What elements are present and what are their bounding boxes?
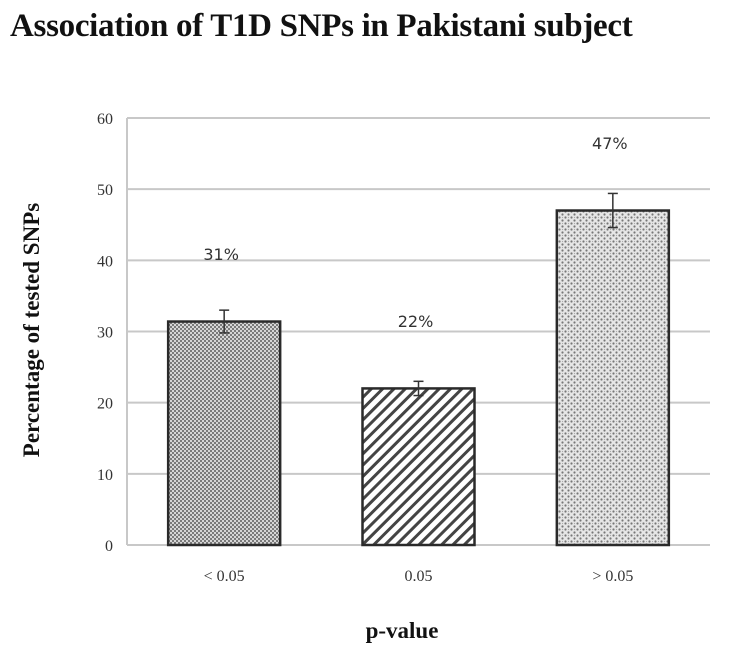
y-tick-label: 0 bbox=[105, 538, 113, 555]
bar-checkered bbox=[166, 320, 282, 547]
bar-dotted bbox=[555, 209, 671, 547]
x-axis-ticks: < 0.05 0.05 > 0.05 bbox=[204, 568, 634, 585]
y-tick-label: 40 bbox=[97, 253, 113, 270]
y-tick-label: 20 bbox=[97, 396, 113, 413]
bars: 31% 22% 47% bbox=[166, 134, 671, 547]
data-label: 22% bbox=[398, 312, 434, 331]
x-tick-label: < 0.05 bbox=[204, 568, 245, 585]
x-axis-label: p-value bbox=[365, 618, 439, 643]
y-axis-ticks: 0 10 20 30 40 50 60 bbox=[97, 111, 113, 555]
y-tick-label: 30 bbox=[97, 325, 113, 342]
data-label: 31% bbox=[203, 245, 239, 264]
y-tick-label: 50 bbox=[97, 182, 113, 199]
x-tick-label: 0.05 bbox=[405, 568, 433, 585]
y-tick-label: 60 bbox=[97, 111, 113, 128]
data-label: 47% bbox=[592, 134, 628, 153]
chart-title: Association of T1D SNPs in Pakistani sub… bbox=[10, 8, 633, 44]
y-tick-label: 10 bbox=[97, 467, 113, 484]
x-tick-label: > 0.05 bbox=[592, 568, 633, 585]
bar-diagonal-stripes bbox=[361, 387, 476, 547]
